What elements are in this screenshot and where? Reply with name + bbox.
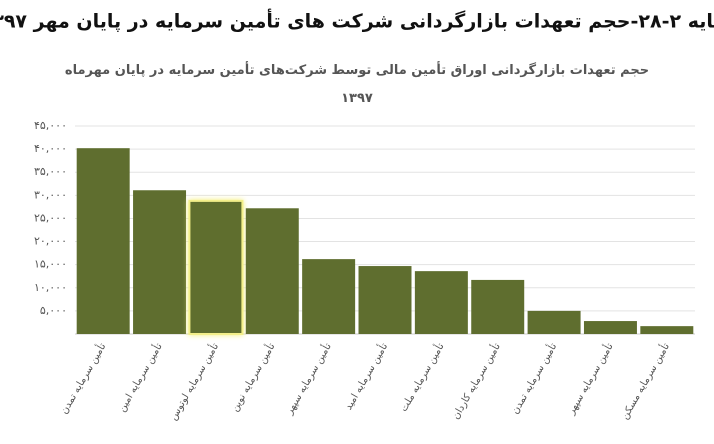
- subtitle-line: ۱۳۹۷: [341, 91, 373, 106]
- bar: [133, 190, 187, 334]
- y-tick-label: ۳۰,۰۰۰: [34, 188, 67, 201]
- x-tick-label: تأمین سرمایه ملت: [396, 340, 447, 414]
- y-tick-label: ۳۵,۰۰۰: [34, 165, 67, 178]
- y-tick-label: ۵,۰۰۰: [40, 304, 67, 317]
- bar: [358, 266, 412, 334]
- bar: [583, 321, 637, 334]
- x-tick-label: تأمین سرمایه کاردان: [448, 340, 503, 422]
- y-tick-label: ۲۵,۰۰۰: [34, 211, 67, 224]
- y-tick-label: ۱۵,۰۰۰: [34, 258, 67, 271]
- x-tick-label: تأمین سرمایه تمدن: [56, 340, 108, 416]
- x-tick-label: تأمین سرمایه سپهر: [563, 340, 616, 417]
- x-tick-label: تأمین سرمایه مسکن: [617, 340, 672, 422]
- y-tick-label: ۲۰,۰۰۰: [34, 235, 67, 248]
- bar: [245, 208, 299, 334]
- bar: [76, 148, 130, 334]
- bar: [640, 326, 694, 334]
- x-tick-label: تأمین سرمایه امید: [341, 340, 391, 412]
- chart-subtitle: حجم تعهدات بازارگردانی اوراق تأمین مالی …: [65, 61, 649, 106]
- bar: [471, 279, 525, 334]
- x-tick-label: تأمین سرمایه سپهر: [281, 340, 334, 417]
- subtitle-line: حجم تعهدات بازارگردانی اوراق تأمین مالی …: [65, 61, 649, 78]
- y-tick-label: ۴۰,۰۰۰: [34, 142, 67, 155]
- x-tick-label: تأمین سرمایه لوتوس: [165, 340, 221, 423]
- y-tick-label: ۱۰,۰۰۰: [34, 281, 67, 294]
- bar: [414, 271, 468, 334]
- bar: [188, 199, 244, 335]
- x-tick-label: تأمین سرمایه تمدن: [507, 340, 559, 416]
- y-tick-label: ۴۵,۰۰۰: [34, 119, 67, 132]
- chart-title: نمایه ۲-۲۸-حجم تعهدات بازارگردانی شرکت ه…: [0, 9, 714, 33]
- x-tick-label: تأمین سرمایه امین: [114, 340, 165, 414]
- x-tick-label: تأمین سرمایه نوین: [227, 340, 278, 414]
- bar: [527, 310, 581, 334]
- bar: [302, 259, 356, 334]
